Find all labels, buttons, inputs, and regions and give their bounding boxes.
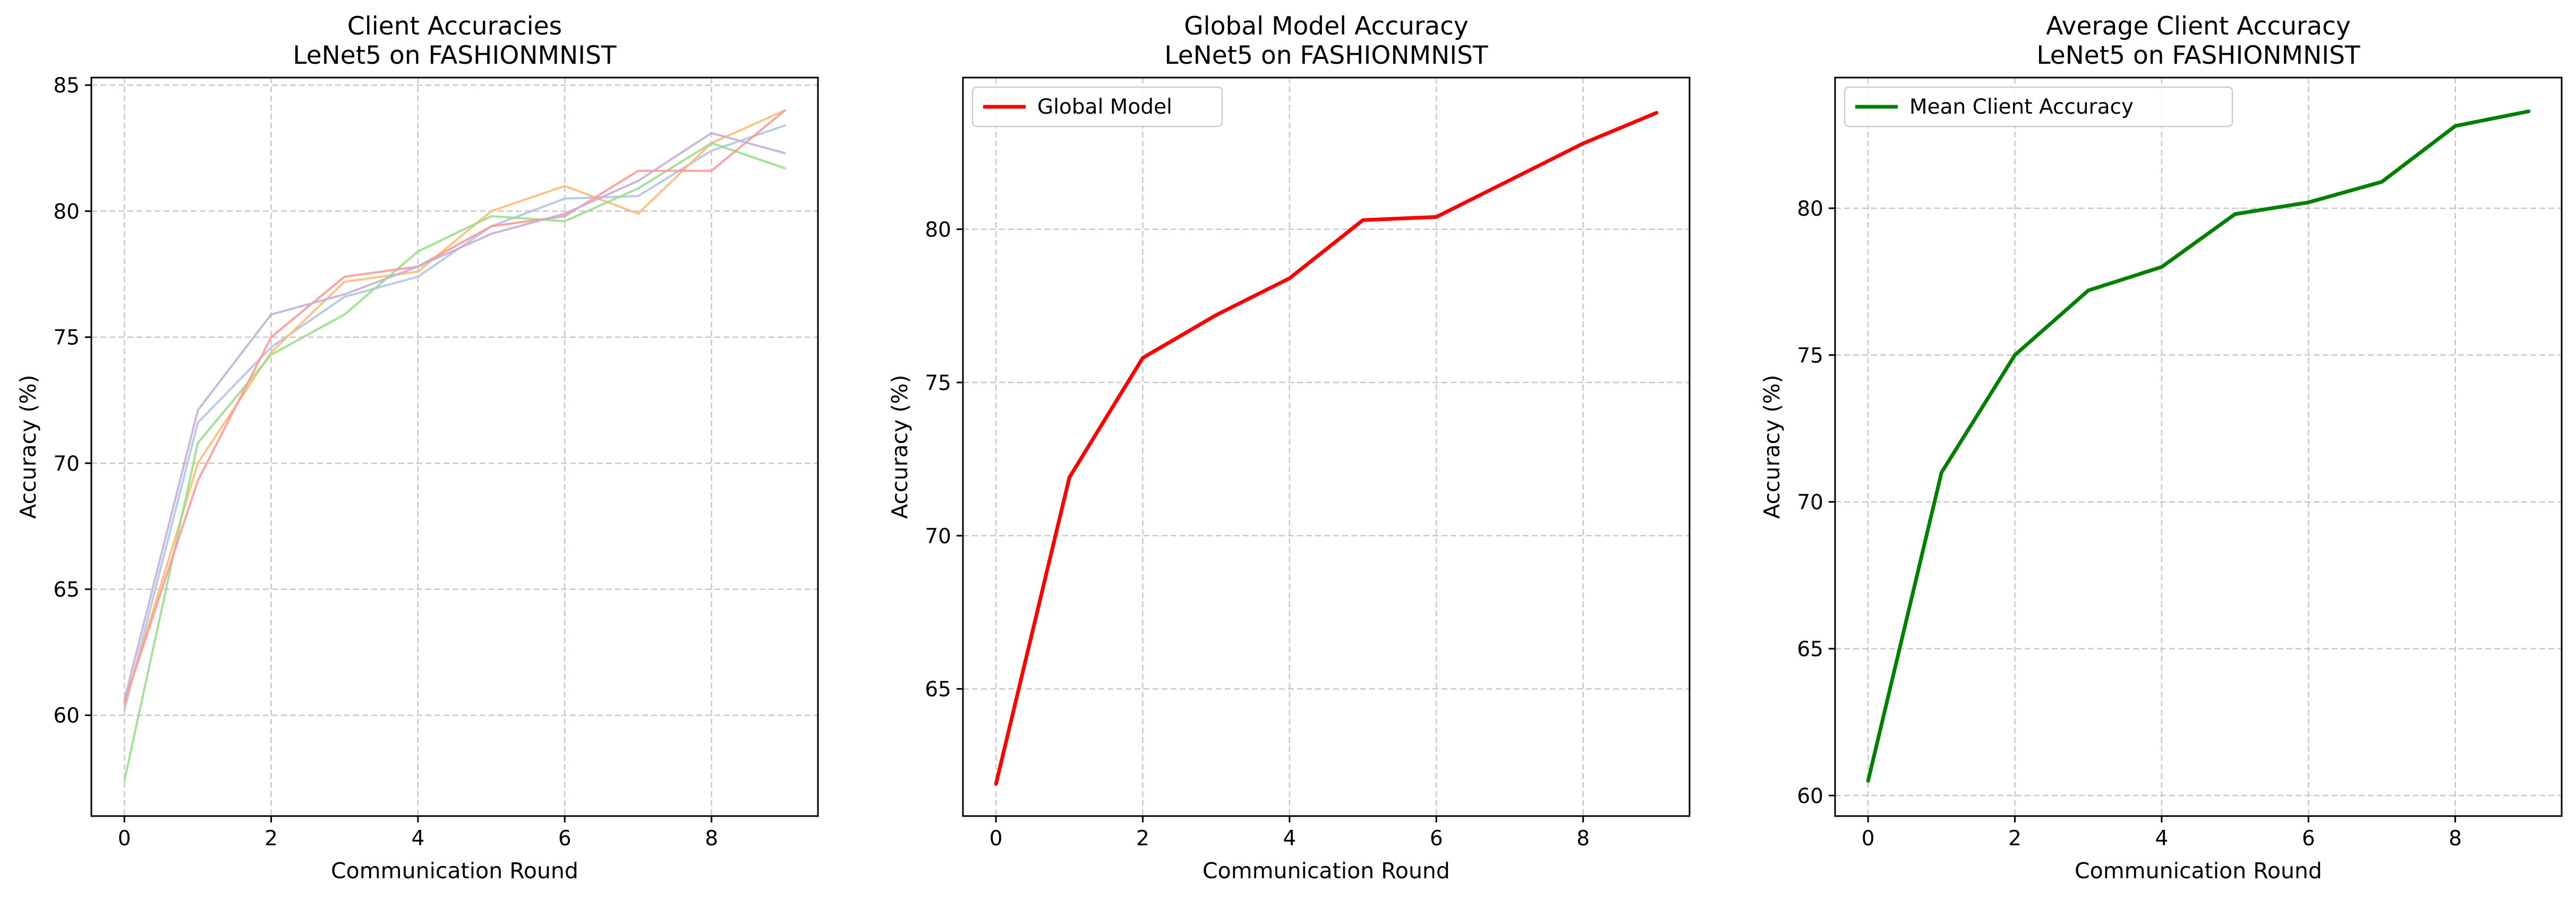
x-tick-label: 4	[2155, 827, 2168, 851]
plot-frame	[1834, 77, 2563, 817]
legend-box	[971, 86, 1223, 128]
y-tick-label: 80	[53, 200, 80, 224]
series-line-1	[123, 124, 786, 711]
y-axis-label: Accuracy (%)	[15, 375, 41, 519]
y-tick-label: 65	[53, 578, 80, 602]
y-tick-label: 85	[53, 74, 80, 98]
y-tick-label: 65	[1797, 638, 1823, 661]
y-axis-label: Accuracy (%)	[887, 375, 912, 519]
chart-subtitle: LeNet5 on FASHIONMNIST	[293, 41, 617, 70]
chart-subtitle: LeNet5 on FASHIONMNIST	[2036, 41, 2360, 70]
x-tick-label: 0	[990, 827, 1003, 851]
x-tick-label: 0	[118, 827, 131, 851]
legend: Global Model	[971, 86, 1223, 128]
legend-box	[1844, 86, 2233, 128]
legend-label: Global Model	[1037, 95, 1172, 119]
y-tick-label: 65	[925, 678, 951, 702]
legend-label: Mean Client Accuracy	[1909, 95, 2134, 119]
x-tick-label: 6	[558, 827, 572, 851]
series-line-4	[123, 109, 786, 704]
x-axis-label: Communication Round	[331, 858, 578, 884]
y-tick-label: 75	[1797, 344, 1823, 368]
y-tick-label: 60	[53, 704, 80, 728]
x-tick-label: 4	[411, 827, 424, 851]
chart-title: Global Model Accuracy	[1184, 12, 1469, 41]
series-line-2	[123, 109, 786, 707]
x-axis-label: Communication Round	[1202, 858, 1450, 884]
x-axis-label: Communication Round	[2075, 858, 2322, 884]
x-tick-label: 0	[1862, 827, 1875, 851]
y-tick-label: 80	[1797, 197, 1823, 221]
x-tick-label: 2	[2008, 827, 2021, 851]
series-line-3	[123, 142, 786, 782]
y-tick-label: 80	[925, 218, 951, 242]
y-tick-label: 70	[925, 524, 951, 548]
x-tick-label: 8	[705, 827, 718, 851]
y-tick-label: 60	[1797, 784, 1823, 808]
chart-title: Average Client Accuracy	[2046, 12, 2351, 41]
plot-frame	[90, 77, 819, 817]
series-line-5	[123, 132, 786, 701]
series-line-1	[994, 111, 1659, 786]
y-tick-label: 70	[1797, 491, 1823, 515]
y-axis-label: Accuracy (%)	[1759, 375, 1785, 519]
y-tick-label: 75	[925, 371, 951, 395]
x-tick-label: 4	[1283, 827, 1296, 851]
chart-subtitle: LeNet5 on FASHIONMNIST	[1164, 41, 1488, 70]
x-tick-label: 2	[1136, 827, 1149, 851]
x-tick-label: 6	[2302, 827, 2315, 851]
x-tick-label: 8	[2449, 827, 2462, 851]
x-tick-label: 6	[1430, 827, 1443, 851]
legend: Mean Client Accuracy	[1844, 86, 2233, 128]
x-tick-label: 8	[1576, 827, 1590, 851]
plot-frame	[962, 77, 1691, 817]
chart-title: Client Accuracies	[347, 12, 562, 41]
y-tick-label: 70	[53, 452, 80, 476]
y-tick-label: 75	[53, 326, 80, 350]
x-tick-label: 2	[265, 827, 278, 851]
series-line-1	[1866, 109, 2531, 783]
